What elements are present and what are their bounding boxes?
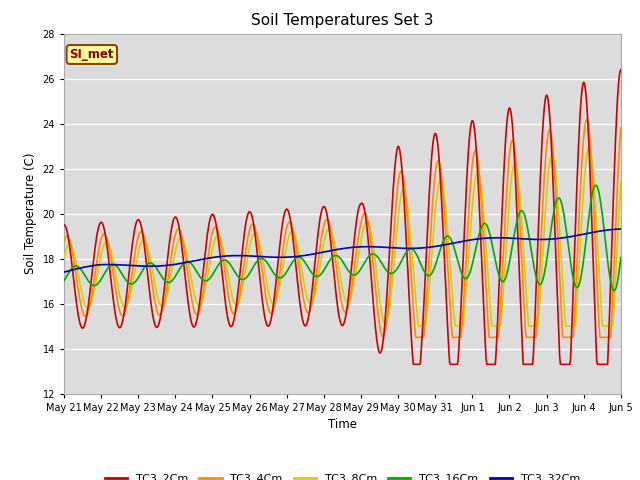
X-axis label: Time: Time [328,418,357,431]
Title: Soil Temperatures Set 3: Soil Temperatures Set 3 [251,13,434,28]
Y-axis label: Soil Temperature (C): Soil Temperature (C) [24,153,37,275]
Legend: TC3_2Cm, TC3_4Cm, TC3_8Cm, TC3_16Cm, TC3_32Cm: TC3_2Cm, TC3_4Cm, TC3_8Cm, TC3_16Cm, TC3… [100,469,584,480]
Text: SI_met: SI_met [70,48,114,61]
